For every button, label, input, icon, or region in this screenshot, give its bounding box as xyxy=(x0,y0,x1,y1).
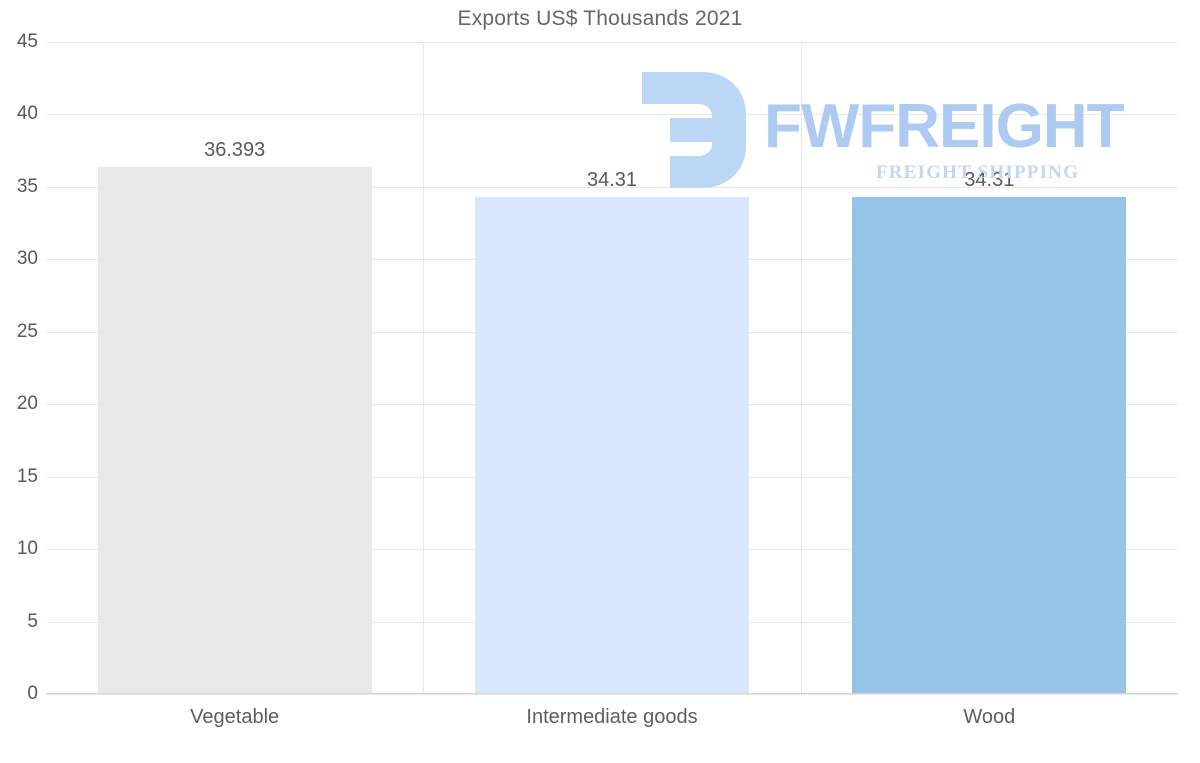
y-axis-tick-label: 20 xyxy=(16,393,38,415)
x-axis-tick-label: Wood xyxy=(963,706,1016,728)
y-axis-tick-label: 45 xyxy=(16,31,38,52)
y-axis-tick-label: 35 xyxy=(16,175,38,197)
bar-value-label: 34.31 xyxy=(964,168,1015,191)
x-axis-tick-label: Vegetable xyxy=(190,706,280,728)
bar-value-label: 36.393 xyxy=(204,138,266,161)
y-axis-tick-label: 25 xyxy=(16,320,38,342)
bar[interactable] xyxy=(852,196,1127,694)
gridline-vertical xyxy=(423,42,425,694)
gridline-horizontal xyxy=(46,186,1178,188)
bar[interactable] xyxy=(474,196,750,694)
y-axis-tick-label: 40 xyxy=(16,103,38,125)
bar-value-label: 34.31 xyxy=(586,168,638,191)
gridline-horizontal xyxy=(46,42,1178,43)
x-axis-tick-label: Intermediate goods xyxy=(526,706,698,728)
x-axis-line xyxy=(46,693,1178,694)
y-axis-tick-label: 10 xyxy=(16,538,38,560)
gridline-horizontal xyxy=(46,694,1178,695)
bar[interactable] xyxy=(97,166,372,694)
y-axis-tick-label: 0 xyxy=(27,683,38,704)
plot-area xyxy=(46,42,1178,695)
chart-title: Exports US$ Thousands 2021 xyxy=(457,7,743,30)
gridline-horizontal xyxy=(46,114,1178,116)
y-axis-tick-label: 15 xyxy=(16,465,38,487)
y-axis-tick-label: 5 xyxy=(27,610,38,632)
gridline-vertical xyxy=(800,42,802,694)
y-axis-tick-label: 30 xyxy=(16,248,38,270)
